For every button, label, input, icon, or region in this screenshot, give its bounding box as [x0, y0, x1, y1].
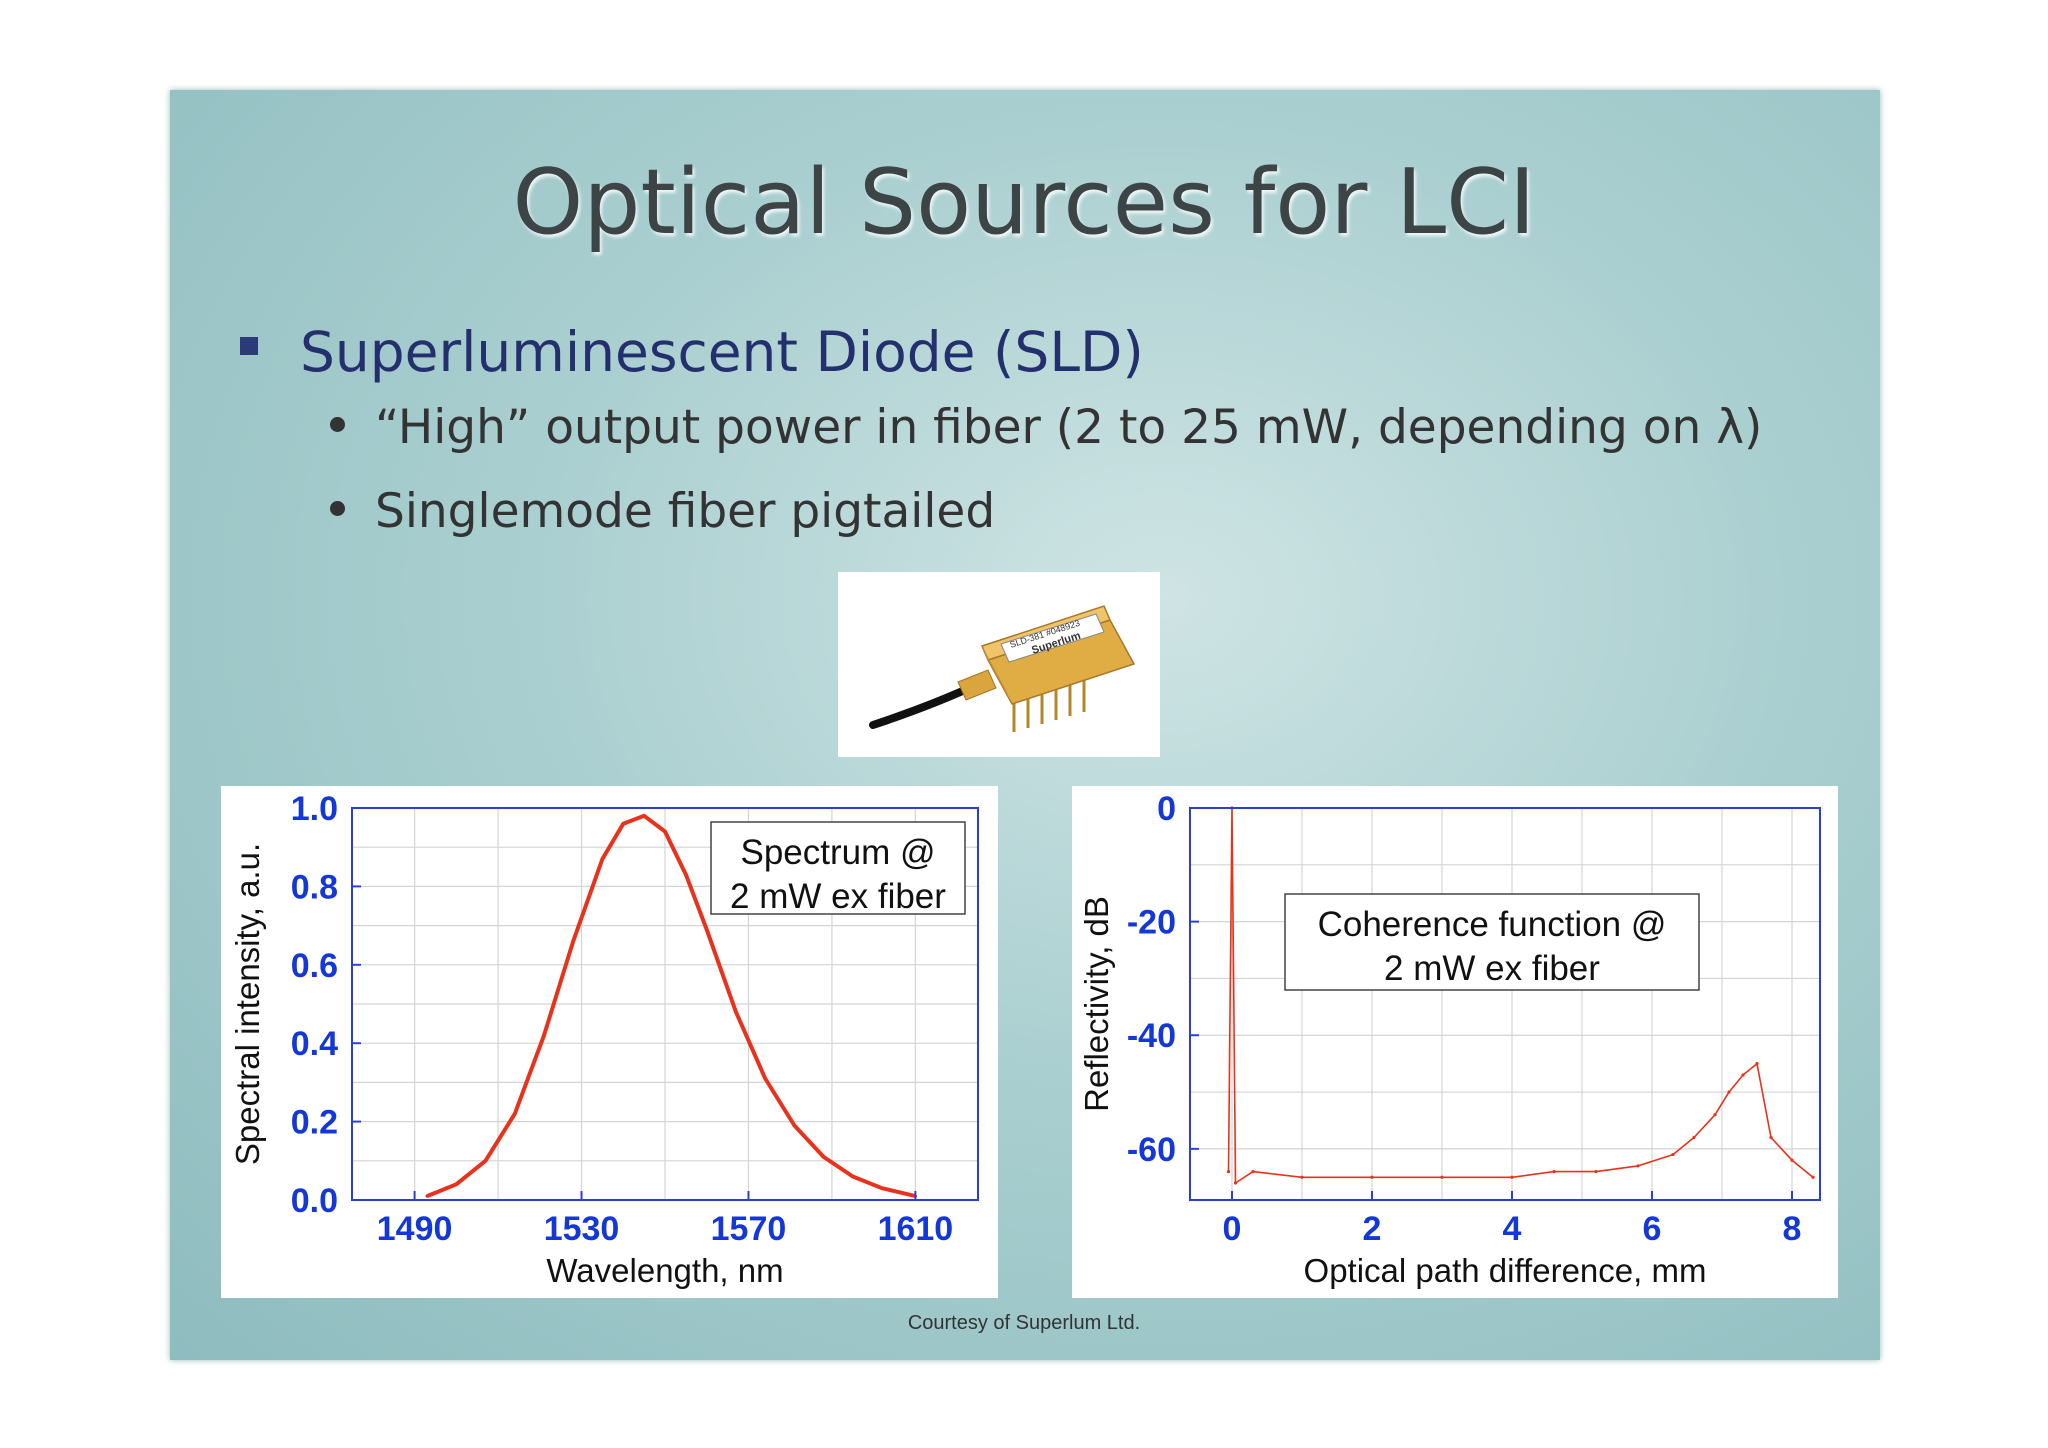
- image-credit: Courtesy of Superlum Ltd.: [907, 1312, 1141, 1334]
- x-axis-label: Wavelength, nm: [546, 1252, 783, 1289]
- data-point: [734, 1010, 738, 1014]
- data-point: [880, 1186, 884, 1190]
- spectrum-chart-box: 1490 1530 1570 1610 0.0 0.2 0.4 0.6 0.8 1.0 Wavele…: [221, 786, 998, 1298]
- y-tick-label: 0.8: [291, 868, 338, 906]
- dot-bullet-icon: [330, 501, 345, 516]
- data-point: [1769, 1135, 1773, 1140]
- data-point: [1370, 1175, 1374, 1179]
- data-series-line: [1227, 807, 1814, 1184]
- data-point: [483, 1159, 488, 1163]
- annotation-text: Coherence function @: [1318, 905, 1667, 944]
- data-point: [425, 1194, 429, 1198]
- annotation-box: [710, 821, 966, 915]
- data-point: [1440, 1175, 1444, 1179]
- y-tick-label: 0.4: [291, 1025, 338, 1063]
- y-axis-label: Spectral intensity, a.u.: [229, 843, 266, 1165]
- data-point: [600, 857, 604, 861]
- spectrum-chart: 1490 1530 1570 1610 0.0 0.2 0.4 0.6 0.8 1.0 Wavele…: [229, 790, 979, 1289]
- main-bullet-text: Superluminescent Diode (SLD): [300, 320, 1144, 384]
- y-tick-label: 0.6: [291, 947, 338, 985]
- data-point: [684, 873, 688, 877]
- data-point: [513, 1112, 517, 1116]
- data-point: [1226, 1169, 1231, 1174]
- sub-bullet-text: Singlemode fiber pigtailed: [375, 484, 996, 539]
- data-point: [1727, 1090, 1731, 1094]
- annotation-text: 2 mW ex fiber: [730, 877, 946, 916]
- x-tick-label: 1610: [878, 1210, 954, 1248]
- x-tick-label: 1530: [544, 1210, 620, 1248]
- annotation-text: 2 mW ex fiber: [1384, 949, 1600, 988]
- x-tick-label: 2: [1363, 1210, 1382, 1248]
- x-tick-label: 1490: [377, 1210, 453, 1248]
- data-point: [571, 939, 575, 943]
- y-tick-label: 1.0: [291, 790, 338, 828]
- sub-bullet: Singlemode fiber pigtailed: [330, 484, 995, 539]
- plot-area: [1190, 808, 1820, 1200]
- y-axis-label: Reflectivity, dB: [1078, 896, 1115, 1112]
- data-point: [851, 1174, 855, 1179]
- x-axis-label: Optical path difference, mm: [1304, 1252, 1707, 1289]
- sld-module-icon: SLD-381 #048923 Superlum: [869, 605, 1136, 732]
- data-point: [1713, 1113, 1717, 1117]
- data-point: [1300, 1175, 1304, 1179]
- data-point: [1741, 1073, 1745, 1077]
- data-point: [663, 829, 667, 834]
- data-point: [821, 1155, 826, 1159]
- x-tick-label: 0: [1223, 1210, 1242, 1248]
- y-tick-label: -40: [1127, 1017, 1176, 1055]
- x-tick-label: 1570: [711, 1210, 787, 1248]
- data-point: [1692, 1135, 1696, 1140]
- data-point: [705, 927, 709, 932]
- data-point: [1755, 1062, 1759, 1066]
- data-point: [1636, 1164, 1640, 1168]
- data-point: [1671, 1152, 1675, 1157]
- x-tick-label: 8: [1783, 1210, 1802, 1248]
- slide-title: Optical Sources for LCI: [512, 150, 1536, 255]
- data-point: [1811, 1175, 1815, 1179]
- square-bullet-icon: [240, 336, 258, 355]
- annotation-text: Spectrum @: [740, 833, 935, 872]
- x-tick-label: 4: [1503, 1210, 1522, 1248]
- dot-bullet-icon: [330, 417, 345, 432]
- data-point: [1510, 1175, 1514, 1179]
- sub-bullet: “High” output power in fiber (2 to 25 mW…: [330, 400, 1762, 455]
- annotation-box: [1284, 893, 1700, 991]
- sld-module-photo: SLD-381 #048923 Superlum: [838, 572, 1160, 757]
- data-point: [1552, 1169, 1556, 1174]
- data-point: [792, 1123, 796, 1128]
- x-tick-label: 6: [1643, 1210, 1662, 1248]
- data-point: [1594, 1169, 1598, 1174]
- main-bullet: Superluminescent Diode (SLD): [240, 320, 1144, 384]
- coherence-chart: 0 2 4 6 8 0 -20 -40 -60 Optical path difference, …: [1078, 790, 1821, 1289]
- data-point: [642, 814, 646, 818]
- plot-frame: [351, 807, 979, 1201]
- y-tick-label: 0.0: [291, 1182, 338, 1220]
- data-point: [542, 1033, 546, 1037]
- data-point: [454, 1182, 458, 1186]
- coherence-chart-box: 0 2 4 6 8 0 -20 -40 -60 Optical path difference, …: [1072, 786, 1838, 1298]
- data-point: [1251, 1169, 1255, 1174]
- data-point: [763, 1076, 767, 1081]
- data-point: [621, 822, 625, 826]
- y-tick-label: 0.2: [291, 1104, 338, 1142]
- y-tick-label: -20: [1127, 904, 1176, 942]
- y-tick-label: -60: [1127, 1131, 1176, 1169]
- sub-bullet-text: “High” output power in fiber (2 to 25 mW…: [375, 400, 1763, 455]
- data-point: [1790, 1158, 1794, 1162]
- y-tick-label: 0: [1157, 790, 1176, 828]
- plot-frame: [1189, 807, 1821, 1201]
- data-point: [1233, 1181, 1238, 1185]
